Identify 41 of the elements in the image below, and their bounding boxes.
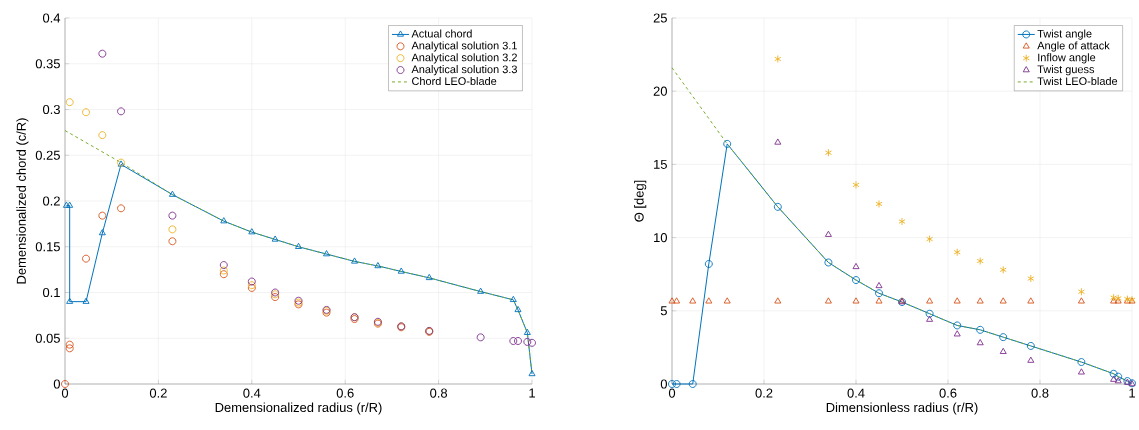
y-tick-label: 10 — [654, 233, 667, 243]
x-tick-label: 0.6 — [939, 388, 957, 398]
x-tick-label: 0.6 — [336, 388, 354, 398]
x-tick-label: 0.4 — [847, 388, 865, 398]
legend-label: Actual chord — [411, 29, 472, 38]
y-tick-label: 0 — [53, 379, 60, 389]
legend-label: Twist angle — [1037, 29, 1092, 40]
y-tick-label: 0.1 — [42, 287, 60, 298]
legend-label: Chord LEO-blade — [412, 76, 497, 86]
y-tick-label: 0.2 — [42, 196, 60, 206]
y-axis-title: Demensionalized chord (c/R) — [16, 118, 29, 284]
legend-label: Analytical solution 3.1 — [411, 41, 517, 52]
legend-label: Analytical solution 3.2 — [411, 53, 517, 64]
y-axis-title: Θ [deg] — [634, 180, 647, 222]
y-tick-label: 15 — [654, 159, 667, 169]
x-tick-label: 0.8 — [430, 388, 448, 398]
legend-label: Twist guess — [1037, 65, 1095, 76]
x-tick-label: 1 — [1129, 388, 1135, 398]
legend-label: Analytical solution 3.3 — [411, 65, 517, 76]
y-tick-label: 0.05 — [35, 333, 60, 343]
legend-label: Twist LEO-blade — [1037, 76, 1118, 86]
y-tick-label: 0.15 — [35, 242, 60, 252]
y-tick-label: 5 — [660, 306, 667, 316]
x-tick-label: 0.8 — [1031, 388, 1049, 398]
x-axis-title: Demensionalized radius (r/R) — [215, 402, 382, 415]
y-tick-label: 0.3 — [42, 104, 60, 115]
x-tick-label: 1 — [529, 388, 535, 398]
y-tick-label: 0.35 — [35, 59, 60, 69]
y-tick-label: 0 — [660, 379, 667, 389]
x-tick-label: 0.4 — [243, 388, 261, 398]
x-tick-label: 0 — [61, 388, 69, 398]
legend-label: Inflow angle — [1038, 53, 1096, 64]
y-tick-label: 25 — [653, 13, 667, 23]
y-tick-label: 0.25 — [35, 150, 60, 160]
x-axis-title: Dimensionless radius (r/R) — [826, 402, 978, 415]
y-tick-label: 0.4 — [42, 13, 61, 23]
x-tick-label: 0.2 — [149, 388, 167, 398]
legend-label: Angle of attack — [1037, 41, 1110, 52]
y-tick-label: 20 — [653, 86, 667, 96]
x-tick-label: 0.2 — [755, 388, 773, 398]
x-tick-label: 0 — [668, 388, 676, 398]
